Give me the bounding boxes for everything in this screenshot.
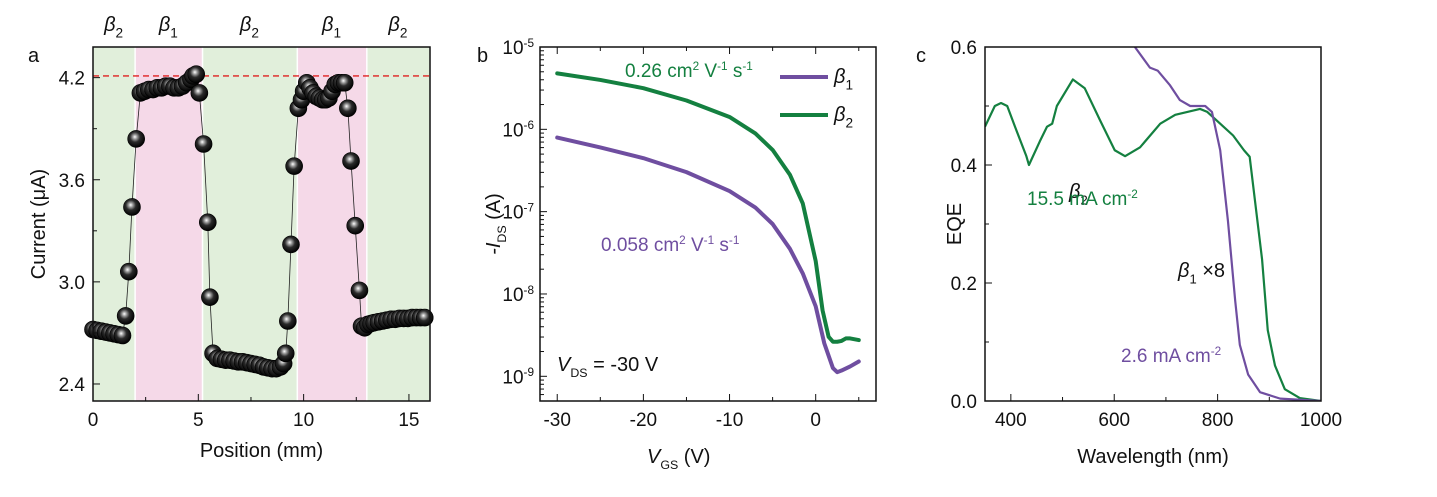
beta2-current-label: 15.5 mA cm-2 — [1027, 188, 1138, 210]
data-point — [415, 308, 434, 327]
y-tick-label: 4.2 — [59, 69, 85, 90]
x-tick-label: -10 — [716, 410, 743, 431]
panel-a: β2 β1 β2 β1 β2 0 5 10 15 2.4 3.0 3.6 4.2 Position (mm… — [28, 14, 434, 462]
data-point — [350, 281, 369, 300]
panel-label-a: a — [28, 45, 40, 67]
data-point — [116, 307, 135, 325]
data-point — [339, 99, 357, 118]
region-band-beta2 — [93, 47, 136, 401]
y-tick-label: 0.0 — [951, 392, 977, 413]
plot-frame — [92, 46, 431, 402]
y-tick-label: 10-6 — [502, 119, 534, 141]
x-tick-label: 1000 — [1300, 410, 1342, 431]
x-tick-label: 400 — [995, 410, 1027, 431]
region-label-beta1: β1 — [158, 14, 178, 41]
data-point — [346, 216, 365, 235]
region-band-beta2 — [202, 47, 298, 401]
x-tick-label: 15 — [398, 410, 419, 431]
y-tick-label: 10-7 — [502, 201, 534, 223]
y-tick-label: 0.2 — [951, 274, 977, 295]
x-tick-label: 5 — [193, 410, 204, 431]
mobility-label-beta1: 0.058 cm2 V-1 s-1 — [601, 234, 739, 256]
x-tick-label: 600 — [1098, 410, 1130, 431]
x-tick-label: 10 — [293, 410, 314, 431]
data-point — [194, 135, 213, 153]
y-tick-label: 10-5 — [502, 37, 534, 59]
legend-label-beta2: β2 — [833, 104, 853, 131]
region-label-beta2: β2 — [387, 14, 407, 41]
data-point — [201, 288, 219, 306]
y-axis-label: -IDS (A) — [483, 193, 509, 255]
x-tick-label: 0 — [88, 410, 99, 431]
region-label-beta1: β1 — [321, 14, 341, 41]
legend-label-beta1: β1 — [833, 66, 853, 93]
x-tick-label: -30 — [543, 410, 570, 431]
x-axis-label: VGS (V) — [647, 446, 710, 472]
y-tick-label: 2.4 — [59, 375, 86, 396]
y-tick-label: 0.6 — [951, 38, 977, 59]
region-band-beta2 — [366, 47, 430, 401]
x-tick-label: -20 — [630, 410, 657, 431]
region-band-beta1 — [135, 47, 203, 401]
data-point — [113, 326, 132, 345]
y-axis-label: EQE — [944, 203, 966, 245]
data-point — [187, 65, 206, 84]
y-tick-label: 0.4 — [951, 156, 978, 177]
panel-label-c: c — [916, 45, 926, 67]
x-tick-label: 0 — [810, 410, 821, 431]
beta2-label: β2 — [1068, 181, 1088, 207]
data-point — [342, 152, 360, 170]
x-axis-label: Wavelength (nm) — [1077, 446, 1229, 468]
series-line-beta2 — [985, 78, 1321, 401]
panel-label-b: b — [477, 45, 488, 67]
vds-annotation: VDS = -30 V — [557, 354, 659, 380]
y-tick-label: 10-9 — [502, 366, 534, 388]
series-line-beta1 — [1134, 47, 1321, 401]
data-point — [198, 213, 217, 232]
data-point — [120, 262, 138, 281]
panel-b: -30 -20 -10 0 10-5 10-6 10-7 10-8 10-9 0.26 cm2 V… — [477, 37, 877, 472]
series-line-beta1 — [555, 135, 861, 375]
y-axis-label: Current (μA) — [28, 169, 50, 279]
data-point — [276, 344, 295, 363]
series-line-beta2 — [555, 71, 861, 344]
data-point — [190, 84, 209, 102]
data-point — [335, 73, 354, 92]
y-tick-label: 10-8 — [502, 284, 534, 306]
region-label-beta2: β2 — [239, 14, 259, 41]
mobility-label-beta2: 0.26 cm2 V-1 s-1 — [625, 60, 753, 82]
data-point — [282, 235, 300, 254]
panel-c: 400 600 800 1000 0.0 0.2 0.4 0.6 Wavelength (nm)… — [916, 38, 1342, 468]
region-label-beta2: β2 — [103, 14, 123, 41]
data-point — [285, 157, 303, 175]
y-tick-label: 3.6 — [59, 171, 85, 192]
data-point — [127, 130, 145, 148]
data-point — [279, 312, 297, 330]
beta1-current-label: 2.6 mA cm-2 — [1121, 345, 1221, 367]
y-tick-label: 3.0 — [59, 273, 85, 294]
x-tick-label: 800 — [1202, 410, 1234, 431]
beta1-label: β1 ×8 — [1177, 260, 1225, 286]
x-axis-label: Position (mm) — [200, 440, 323, 462]
data-point — [123, 198, 141, 216]
